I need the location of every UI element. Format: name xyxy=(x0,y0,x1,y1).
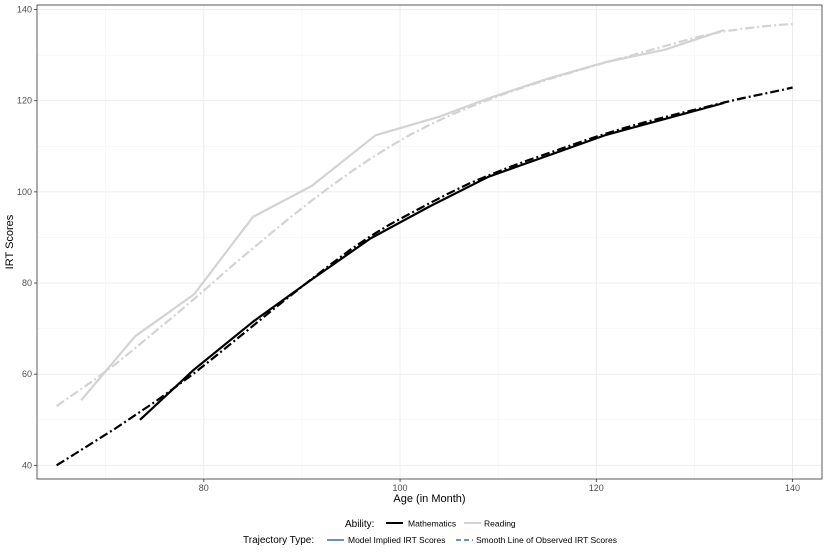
y-tick-label: 80 xyxy=(22,278,32,288)
y-tick-label: 60 xyxy=(22,369,32,379)
legend-label-smooth-observed: Smooth Line of Observed IRT Scores xyxy=(476,535,617,545)
series-line-mathematics-model-implied xyxy=(139,101,725,421)
plot-panel-border xyxy=(36,4,823,480)
series-lines xyxy=(55,23,793,467)
series-line-reading-smooth-observed xyxy=(55,23,793,408)
y-axis-title: IRT Scores xyxy=(4,214,16,269)
legend-trajectory-type: Trajectory Type: Model Implied IRT Score… xyxy=(243,535,617,546)
series-line-mathematics-smooth-observed xyxy=(56,86,793,467)
x-axis-title: Age (in Month) xyxy=(393,493,465,505)
y-tick-label: 120 xyxy=(17,96,32,106)
x-tick-label: 80 xyxy=(199,483,209,493)
legend-ability: Ability: Mathematics Reading xyxy=(345,519,516,531)
grid xyxy=(37,5,822,479)
legend-label-model-implied: Model Implied IRT Scores xyxy=(348,535,445,545)
y-tick-label: 140 xyxy=(17,5,32,15)
x-tick-label: 120 xyxy=(589,483,604,493)
legend-trajectory-title: Trajectory Type: xyxy=(243,535,314,546)
x-tick-label: 140 xyxy=(785,483,800,493)
x-tick-label: 100 xyxy=(393,483,408,493)
legend-ability-title: Ability: xyxy=(345,519,374,530)
legend-label-mathematics: Mathematics xyxy=(408,519,456,529)
y-tick-label: 40 xyxy=(22,460,32,470)
series-line-reading-model-implied xyxy=(80,29,725,401)
axis-ticks: 80 100 120 140 40 60 80 100 120 140 xyxy=(17,5,800,493)
legend-label-reading: Reading xyxy=(484,519,516,529)
y-tick-label: 100 xyxy=(17,187,32,197)
